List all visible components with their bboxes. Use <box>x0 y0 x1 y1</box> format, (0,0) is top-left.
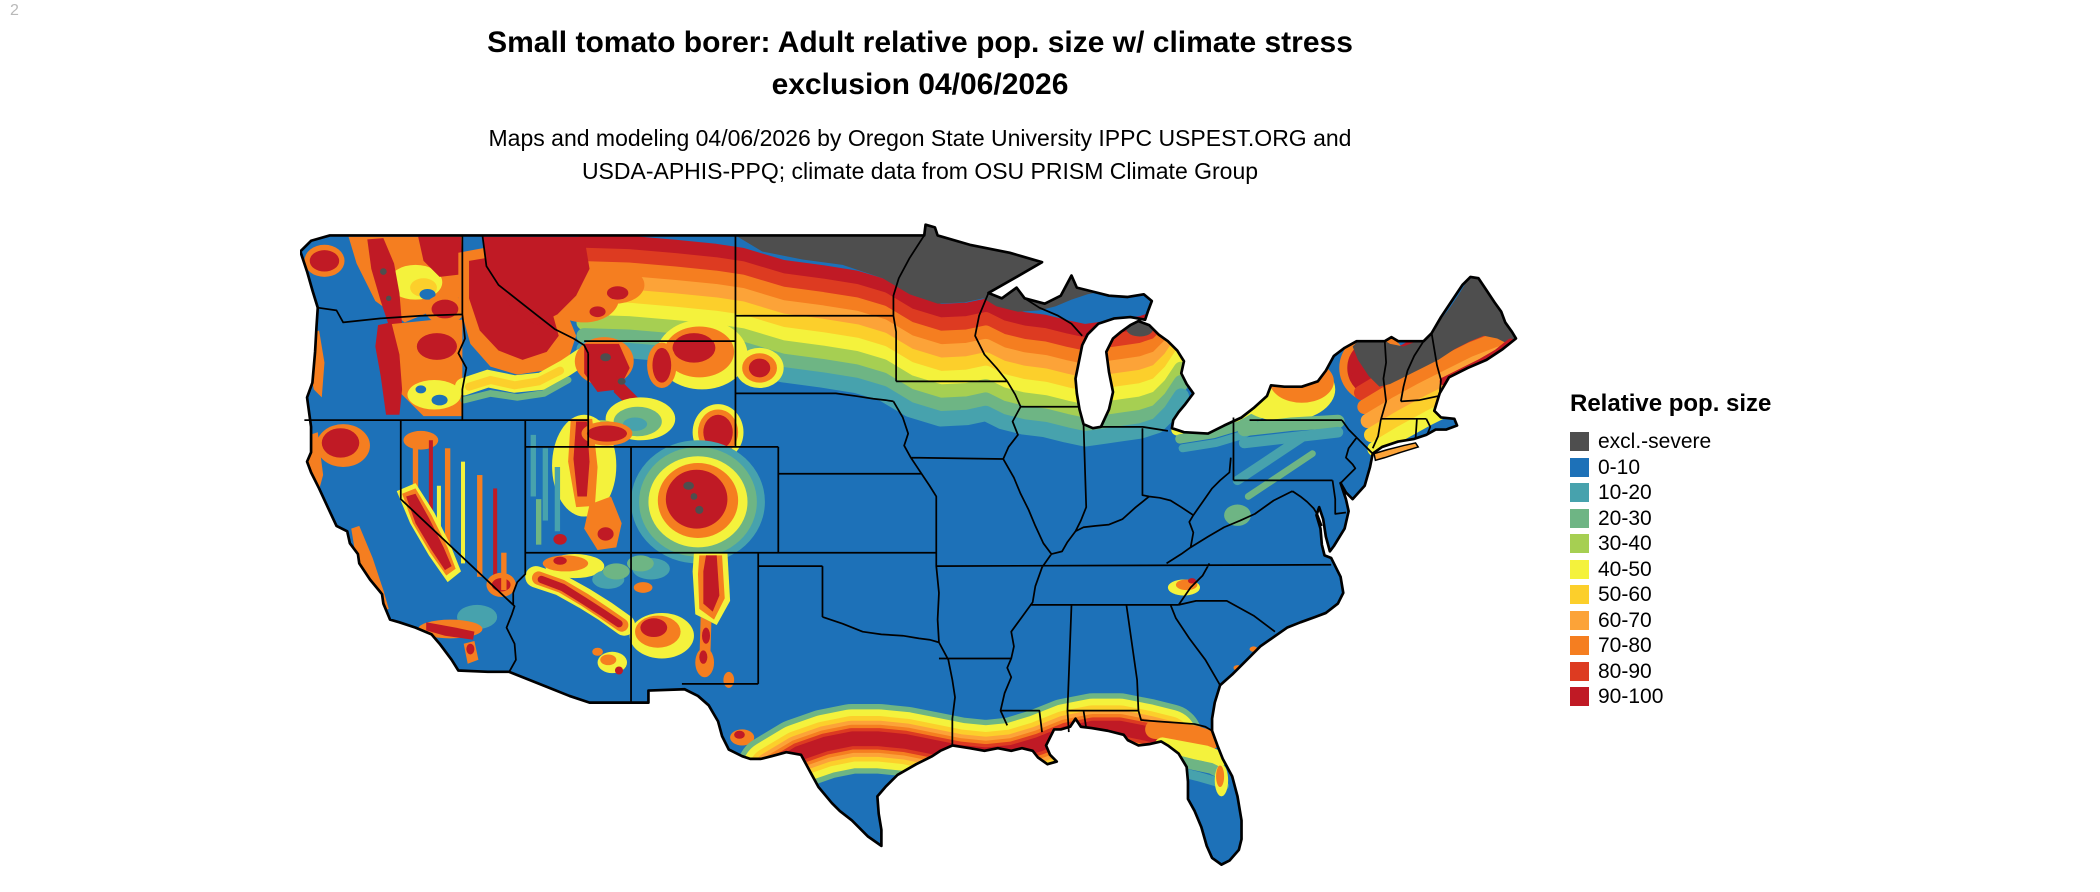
legend-entry: 40-50 <box>1570 557 1870 581</box>
western-terrain <box>304 236 784 746</box>
legend-swatch <box>1570 534 1589 553</box>
title-line2: exclusion 04/06/2026 <box>771 68 1069 101</box>
subtitle-line1: Maps and modeling 04/06/2026 by Oregon S… <box>488 125 1352 151</box>
map-raster <box>300 224 1516 865</box>
legend-label: 10-20 <box>1598 481 1652 504</box>
legend: Relative pop. size excl.-severe 0-10 10-20… <box>1570 390 1870 713</box>
legend-label: 70-80 <box>1598 634 1652 657</box>
legend-label: 0-10 <box>1598 455 1641 479</box>
legend-label: 30-40 <box>1598 532 1652 555</box>
us-map <box>299 223 1518 866</box>
legend-label: 50-60 <box>1598 583 1652 606</box>
legend-entry: 0-10 <box>1570 455 1870 479</box>
page-subtitle: Maps and modeling 04/06/2026 by Oregon S… <box>0 122 1840 189</box>
legend-entry: 50-60 <box>1570 583 1870 606</box>
legend-entry: 10-20 <box>1570 481 1870 504</box>
legend-label: 90-100 <box>1598 685 1664 708</box>
map-area <box>299 218 1519 874</box>
header: Small tomato borer: Adult relative pop. … <box>0 22 1840 189</box>
legend-entry: 20-30 <box>1570 506 1870 530</box>
legend-label: 80-90 <box>1598 659 1652 683</box>
corner-mark: 2 <box>10 2 19 19</box>
legend-label: excl.-severe <box>1598 430 1712 453</box>
long-island <box>1373 442 1420 462</box>
legend-title: Relative pop. size <box>1570 390 1772 417</box>
legend-entry: 60-70 <box>1570 608 1870 632</box>
legend-swatch <box>1570 508 1589 528</box>
legend-swatch <box>1570 483 1589 502</box>
page-title: Small tomato borer: Adult relative pop. … <box>0 22 1840 106</box>
legend-entry: excl.-severe <box>1570 430 1870 453</box>
legend-swatch <box>1570 432 1589 451</box>
legend-swatch <box>1570 687 1589 706</box>
legend-entry: 30-40 <box>1570 532 1870 555</box>
legend-label: 60-70 <box>1598 608 1652 632</box>
legend-entry: 90-100 <box>1570 685 1870 708</box>
legend-swatch <box>1570 661 1589 681</box>
subtitle-line2: USDA-APHIS-PPQ; climate data from OSU PR… <box>581 158 1259 185</box>
legend-swatch <box>1570 636 1589 655</box>
legend-entry: 70-80 <box>1570 634 1870 657</box>
legend-label: 20-30 <box>1598 506 1652 530</box>
state-borders <box>304 234 1442 746</box>
legend-swatch <box>1570 610 1589 630</box>
legend-rows: excl.-severe 0-10 10-20 20-30 30-40 40-50 50-6… <box>1570 430 1870 708</box>
legend-swatch <box>1570 585 1589 604</box>
legend-entry: 80-90 <box>1570 659 1870 683</box>
legend-swatch <box>1570 457 1589 477</box>
title-line1: Small tomato borer: Adult relative pop. … <box>487 26 1353 59</box>
legend-label: 40-50 <box>1598 557 1652 581</box>
legend-swatch <box>1570 559 1589 579</box>
